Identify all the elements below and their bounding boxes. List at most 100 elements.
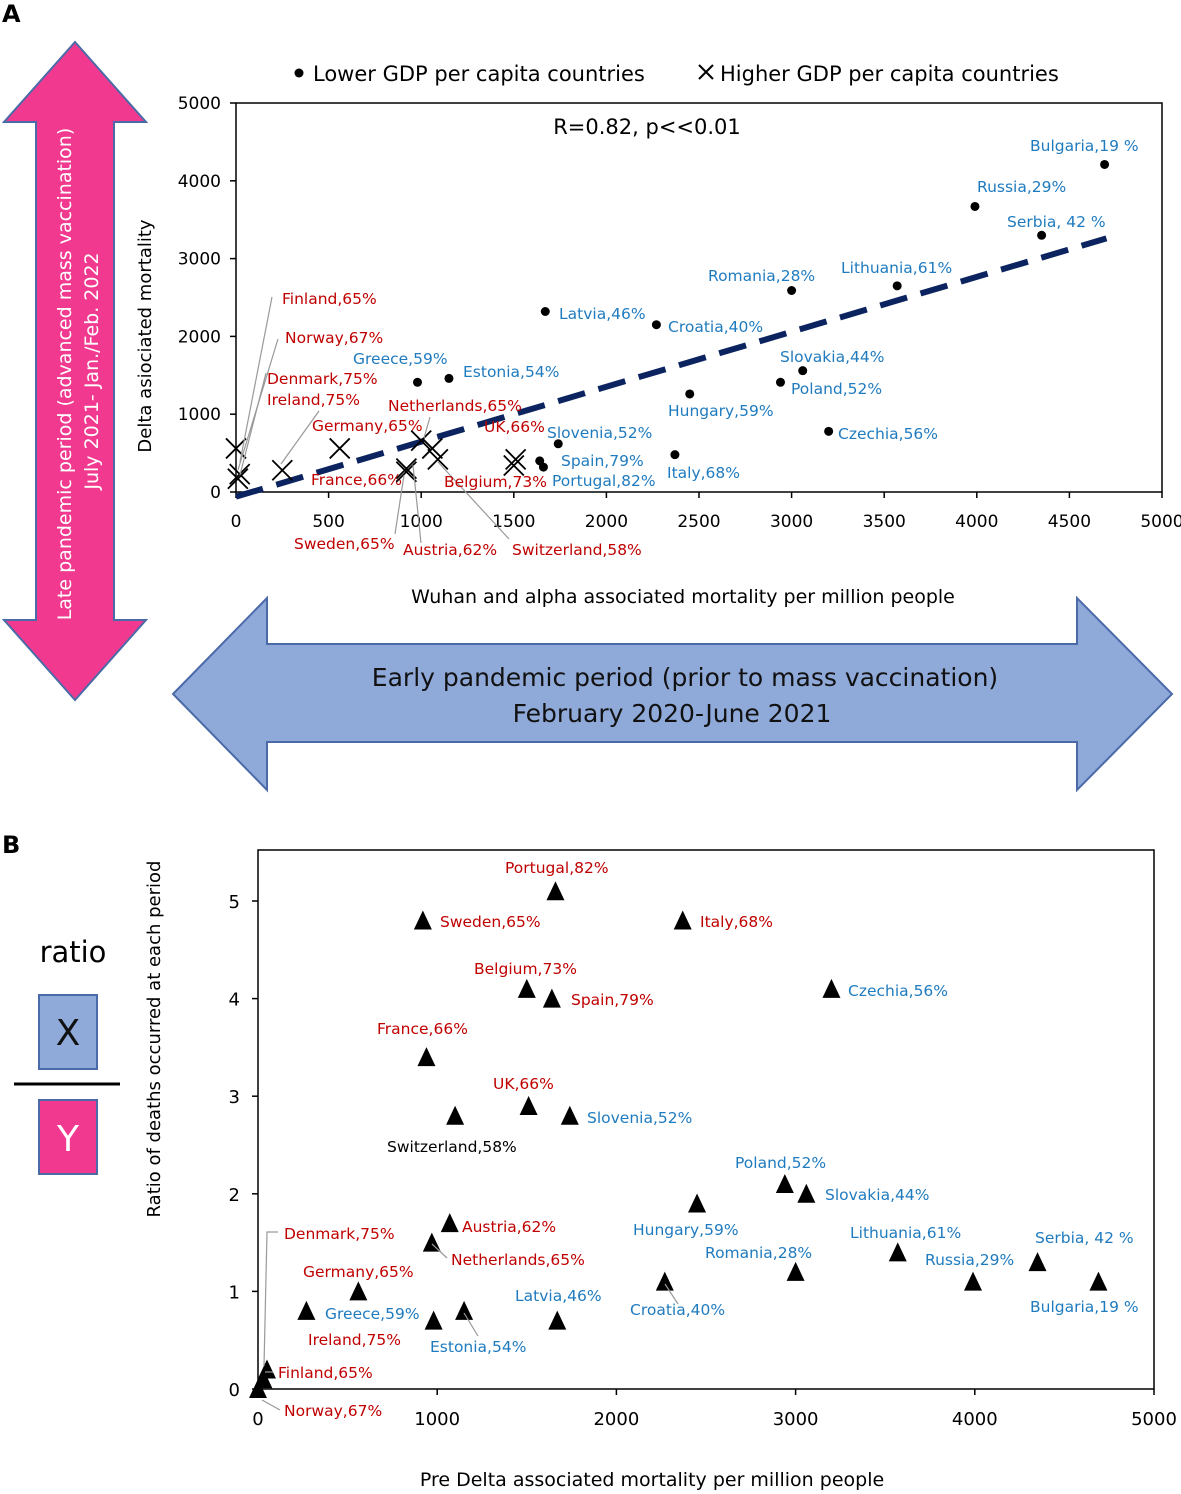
label-spain: Spain,79%: [571, 991, 654, 1009]
point-croatia: [655, 1271, 674, 1291]
label-romania: Romania,28%: [705, 1244, 812, 1262]
point-portugal: [546, 881, 565, 901]
label-ireland: Ireland,75%: [308, 1331, 401, 1349]
point-uk: [505, 448, 527, 470]
y-tick-label: 5: [229, 892, 240, 913]
y-tick-label: 1: [229, 1282, 240, 1303]
legend-dot-icon: [294, 68, 304, 78]
point-spain: [542, 988, 561, 1008]
label-spain: Spain,79%: [561, 452, 644, 470]
label-latvia: Latvia,46%: [515, 1287, 602, 1305]
ratio-title: ratio: [40, 935, 107, 969]
x-tick-label: 1000: [400, 512, 443, 532]
point-lithuania: [892, 281, 902, 291]
panel-a-stat: R=0.82, p<<0.01: [553, 115, 741, 139]
label-switzerland: Switzerland,58%: [512, 541, 642, 559]
panel-a-letter: A: [2, 0, 21, 28]
x-tick-label: 4000: [952, 1409, 998, 1430]
point-hungary: [685, 389, 695, 399]
y-tick-label: 1000: [178, 405, 221, 425]
label-greece: Greece,59%: [353, 350, 448, 368]
label-hungary: Hungary,59%: [633, 1221, 739, 1239]
point-norway: [249, 1379, 267, 1398]
label-sweden: Sweden,65%: [294, 535, 395, 553]
panel-a-ylabel: Delta asiociated mortality: [135, 219, 156, 452]
point-austria: [440, 1213, 459, 1233]
point-switzerland: [446, 1105, 465, 1125]
numerator-symbol: X: [56, 1013, 81, 1054]
point-romania: [786, 1261, 805, 1281]
point-ireland: [424, 1310, 443, 1330]
label-estonia: Estonia,54%: [430, 1338, 526, 1356]
panel-b-plot-frame: [257, 849, 1155, 1390]
panel-b-chart: Ratio of deaths occurred at each period …: [144, 849, 1177, 1491]
leader-sweden: [394, 474, 405, 535]
label-portugal: Portugal,82%: [505, 859, 609, 877]
trend-line: [235, 235, 1108, 500]
label-poland: Poland,52%: [735, 1154, 826, 1172]
legend-high-gdp: Higher GDP per capita countries: [720, 62, 1059, 86]
point-latvia: [548, 1310, 567, 1330]
label-slovakia: Slovakia,44%: [825, 1186, 929, 1204]
x-tick-label: 3000: [770, 512, 813, 532]
point-russia: [964, 1271, 983, 1291]
label-czechia: Czechia,56%: [848, 982, 948, 1000]
point-belgium: [517, 978, 536, 998]
label-germany: Germany,65%: [303, 1263, 414, 1281]
point-poland: [775, 377, 785, 387]
point-slovenia: [553, 439, 563, 449]
y-tick-label: 0: [229, 1380, 240, 1401]
point-estonia: [444, 373, 454, 383]
label-bulgaria: Bulgaria,19 %: [1030, 1298, 1139, 1316]
label-greece: Greece,59%: [325, 1305, 420, 1323]
point-czechia: [824, 426, 834, 436]
point-italy: [670, 450, 680, 460]
leader-norway: [261, 1399, 281, 1411]
panel-a-legend: Lower GDP per capita countries Higher GD…: [294, 62, 1059, 86]
point-slovakia: [797, 1183, 816, 1203]
point-serbia: [1037, 230, 1047, 240]
point-france: [395, 458, 418, 480]
label-portugal: Portugal,82%: [552, 472, 656, 490]
label-lithuania: Lithuania,61%: [850, 1224, 961, 1242]
leader-croatia: [664, 1283, 679, 1305]
leader-denmark: [239, 372, 267, 476]
x-tick-label: 5000: [1140, 512, 1181, 532]
label-finland: Finland,65%: [282, 290, 377, 308]
point-netherlands: [421, 437, 443, 460]
x-tick-label: 1500: [492, 512, 535, 532]
pink-double-arrow: [1, 40, 149, 702]
early-period-line2: February 2020-June 2021: [513, 699, 832, 728]
leader-denmark: [263, 1231, 278, 1367]
point-greece: [297, 1300, 316, 1320]
y-tick-label: 3: [229, 1087, 240, 1108]
point-czechia: [822, 978, 841, 998]
label-germany: Germany,65%: [312, 417, 423, 435]
label-uk: UK,66%: [484, 418, 545, 436]
point-slovenia: [560, 1105, 579, 1125]
point-italy: [673, 910, 692, 930]
early-period-arrow: Early pandemic period (prior to mass vac…: [171, 595, 1174, 793]
label-finland: Finland,65%: [278, 1364, 373, 1382]
label-poland: Poland,52%: [791, 380, 882, 398]
x-tick-label: 3000: [773, 1409, 819, 1430]
x-tick-label: 2000: [593, 1409, 639, 1430]
label-denmark: Denmark,75%: [284, 1225, 395, 1243]
label-croatia: Croatia,40%: [668, 318, 763, 336]
y-tick-label: 2000: [178, 327, 221, 347]
label-hungary: Hungary,59%: [668, 402, 774, 420]
leader-austria: [412, 464, 422, 544]
y-tick-label: 2: [229, 1185, 240, 1206]
label-netherlands: Netherlands,65%: [388, 397, 522, 415]
label-norway: Norway,67%: [285, 329, 383, 347]
label-italy: Italy,68%: [700, 913, 773, 931]
y-tick-label: 3000: [178, 250, 221, 270]
label-russia: Russia,29%: [925, 1251, 1014, 1269]
point-hungary: [688, 1193, 707, 1213]
label-france: France,66%: [311, 471, 402, 489]
label-slovakia: Slovakia,44%: [780, 348, 884, 366]
point-germany: [329, 437, 351, 460]
point-belgium: [503, 454, 525, 477]
label-norway: Norway,67%: [284, 1402, 382, 1420]
